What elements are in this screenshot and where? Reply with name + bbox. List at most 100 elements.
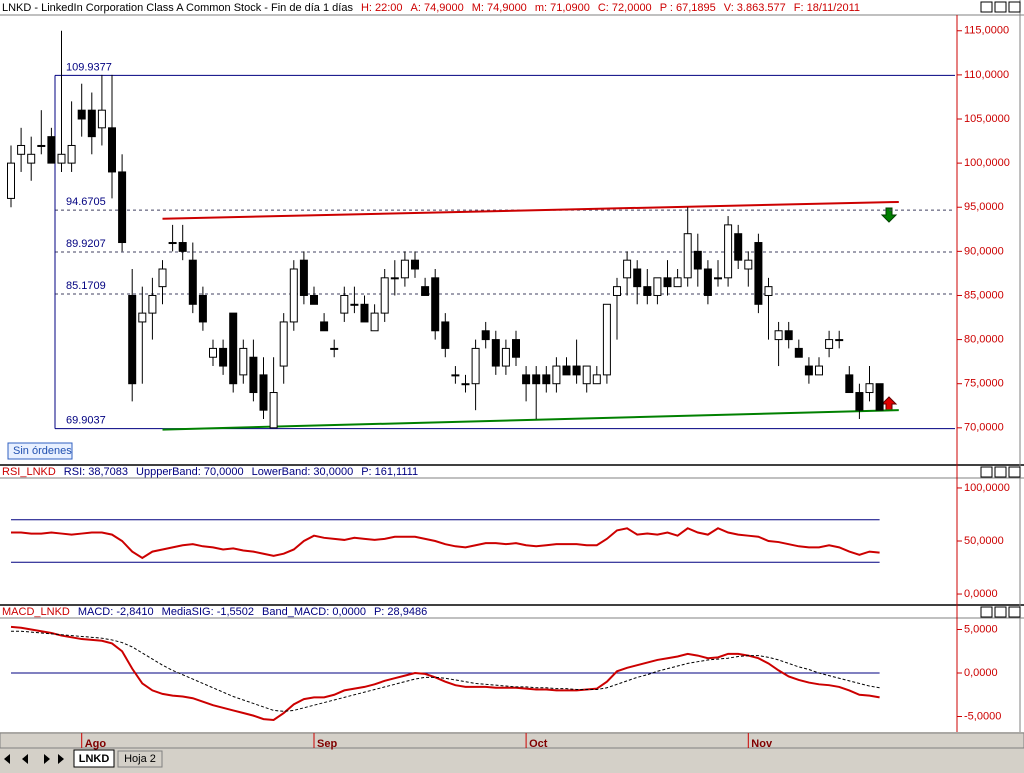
candle-body [47,136,56,164]
candle-body [764,286,773,296]
candle-body [532,374,541,385]
candle-body [815,365,823,376]
candle-body [320,321,329,332]
candle-body [239,347,248,376]
candle-body [400,259,409,279]
series-line [11,527,880,560]
level-label: 85.1709 [66,280,106,292]
candle-body [471,347,480,385]
candle-body [289,268,298,323]
candle-body [57,153,66,164]
header-field: RSI: 38,7083 [64,466,128,478]
candle-body [804,365,813,376]
candle-body [7,162,15,199]
candle-body [673,277,682,288]
y-tick-label: 0,0000 [964,588,998,600]
y-tick-label: 50,0000 [964,535,1004,547]
x-tick-label: Sep [317,738,337,750]
tab[interactable] [117,750,163,768]
header-field: A: 74,9000 [411,2,464,14]
orders-button[interactable] [7,442,73,460]
header-field: P: 28,9486 [374,606,427,618]
y-tick-label: 5,0000 [964,623,998,635]
y-tick-label: 90,0000 [964,245,1004,257]
candle-body [118,171,127,244]
candle-body [380,277,389,314]
candle-body [249,356,258,394]
x-tick-label: Nov [751,738,773,750]
candle-body [794,347,803,358]
trend-line [162,200,899,220]
candle-body [97,109,106,129]
candle-body [703,268,712,296]
candle-body [77,109,86,120]
candle-body [774,330,783,341]
candle-body [350,303,359,306]
tab-label[interactable]: Hoja 2 [124,753,156,765]
candle-body [229,312,238,385]
level-label: 69.9037 [66,415,106,427]
header-field: MACD: -2,8410 [78,606,154,618]
candle-body [693,250,702,270]
sell-arrow [880,207,898,223]
candle-body [784,330,793,341]
candle-body [714,277,722,280]
candle-body [643,286,652,296]
candle-body [178,242,187,252]
x-tick-label: Oct [529,738,548,750]
header-field: P : 67,1895 [660,2,716,14]
level-label: 89.9207 [66,238,106,250]
candle-body [552,365,561,385]
tab-bar [0,749,1024,768]
candle-body [158,268,167,288]
candle-body [623,259,632,279]
candle-body [108,127,116,173]
header-field: LowerBand: 30,0000 [252,466,354,478]
candle-body [825,339,834,349]
candle-body [683,233,692,279]
tab-nav[interactable] [4,754,64,764]
candle-body [37,144,46,147]
candle-body [269,392,278,429]
candle-body [431,277,440,332]
tab-active[interactable] [73,749,115,768]
candle-body [198,294,207,323]
orders-button-label[interactable]: Sin órdenes [13,445,72,457]
y-tick-label: 105,0000 [964,113,1010,125]
header-field: P: 161,1111 [361,466,418,478]
candle-body [542,374,551,385]
candle-body [168,242,177,245]
candle-body [754,242,763,305]
candle-body [390,277,399,280]
candle-body [461,383,470,386]
candle-body [724,224,733,279]
candle-body [582,365,591,385]
panel-header: LNKD - LinkedIn Corporation Class A Comm… [2,2,860,14]
y-tick-label: 85,0000 [964,289,1004,301]
candle-body [330,347,339,350]
candle-body [219,347,228,367]
candle-body [491,339,500,367]
tab-label[interactable]: LNKD [79,753,110,765]
header-field: F: 18/11/2011 [794,2,860,14]
candle-body [663,277,672,288]
candle-body [259,374,268,411]
time-scrollbar[interactable] [0,732,1024,749]
candle-body [845,374,854,394]
candle-body [209,347,217,358]
y-tick-label: 70,0000 [964,422,1004,434]
series-line [10,625,880,722]
window-buttons[interactable] [980,1,1021,618]
candle-body [138,312,147,323]
header-field: Band_MACD: 0,0000 [262,606,366,618]
header-field: M: 74,9000 [472,2,527,14]
trend-line [162,409,899,431]
candle-body [299,259,308,296]
candle-body [27,153,36,164]
candle-body [592,374,601,385]
candle-body [501,347,510,367]
candle-body [481,330,490,341]
candle-body [441,321,450,349]
